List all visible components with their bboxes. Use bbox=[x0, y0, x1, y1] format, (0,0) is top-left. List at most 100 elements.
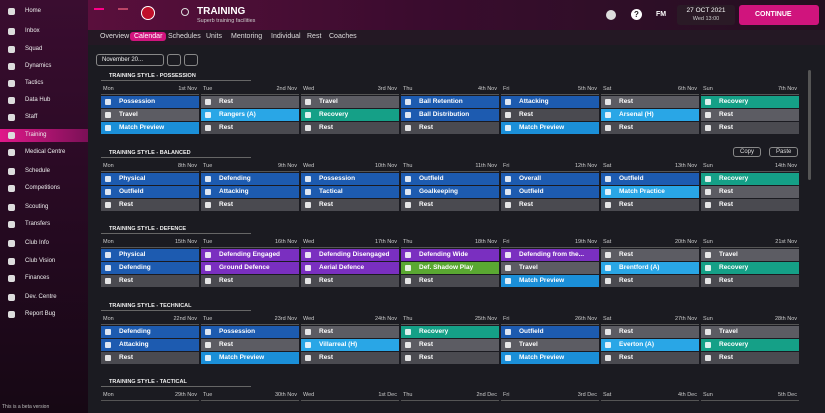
session[interactable]: Rest bbox=[601, 351, 699, 364]
session[interactable]: Recovery bbox=[701, 172, 799, 185]
scrollbar[interactable] bbox=[808, 70, 811, 180]
session[interactable]: Rest bbox=[701, 109, 799, 121]
training-style[interactable]: TRAINING STYLE - TECHNICAL bbox=[101, 301, 251, 311]
session[interactable]: Ground Defence bbox=[201, 262, 299, 274]
menu-item[interactable]: Club Vision bbox=[25, 258, 56, 264]
menu-item[interactable]: Scouting bbox=[25, 204, 49, 210]
copy-button[interactable]: Copy bbox=[733, 146, 762, 157]
session[interactable]: Rest bbox=[701, 185, 799, 198]
session[interactable]: Rest bbox=[201, 198, 299, 211]
tab[interactable]: Units bbox=[206, 33, 222, 40]
session[interactable]: Goalkeeping bbox=[401, 185, 499, 198]
prev-month[interactable] bbox=[167, 54, 181, 66]
session[interactable]: Arsenal (H) bbox=[601, 109, 699, 121]
session[interactable]: Rest bbox=[101, 198, 199, 211]
help-icon[interactable]: ? bbox=[631, 9, 642, 20]
session[interactable]: Recovery bbox=[701, 96, 799, 108]
session[interactable]: Rest bbox=[501, 109, 599, 121]
session[interactable]: Ball Retention bbox=[401, 96, 499, 108]
session[interactable]: Brentford (A) bbox=[601, 262, 699, 274]
session[interactable]: Rest bbox=[201, 96, 299, 108]
session[interactable]: Rest bbox=[301, 275, 399, 287]
session[interactable]: Everton (A) bbox=[601, 338, 699, 351]
session[interactable]: Rest bbox=[501, 198, 599, 211]
session[interactable]: Rest bbox=[101, 351, 199, 364]
session[interactable]: Rest bbox=[201, 275, 299, 287]
session[interactable]: Match Preview bbox=[501, 122, 599, 134]
session[interactable]: Ball Distribution bbox=[401, 109, 499, 121]
session[interactable]: Defending bbox=[101, 262, 199, 274]
session[interactable]: Rest bbox=[401, 122, 499, 134]
session[interactable]: Physical bbox=[101, 249, 199, 261]
session[interactable]: Attacking bbox=[201, 185, 299, 198]
session[interactable]: Recovery bbox=[701, 338, 799, 351]
session[interactable]: Travel bbox=[701, 249, 799, 261]
session[interactable]: Recovery bbox=[301, 109, 399, 121]
session[interactable]: Defending bbox=[101, 325, 199, 338]
session[interactable]: Rest bbox=[301, 325, 399, 338]
training-style[interactable]: TRAINING STYLE - DEFENCE bbox=[101, 224, 251, 234]
session[interactable]: Match Preview bbox=[201, 351, 299, 364]
session[interactable]: Rest bbox=[401, 198, 499, 211]
training-style[interactable]: TRAINING STYLE - BALANCED bbox=[101, 148, 251, 158]
session[interactable]: Outfield bbox=[401, 172, 499, 185]
forward-arrow[interactable] bbox=[118, 8, 128, 10]
session[interactable]: Defending Wide bbox=[401, 249, 499, 261]
menu-item[interactable]: Data Hub bbox=[25, 97, 51, 103]
tab[interactable]: Overview bbox=[100, 33, 130, 40]
tab[interactable]: Rest bbox=[307, 33, 322, 40]
menu-item[interactable]: Tactics bbox=[25, 80, 44, 86]
session[interactable]: Travel bbox=[501, 262, 599, 274]
menu-item[interactable]: Inbox bbox=[25, 28, 40, 34]
session[interactable]: Travel bbox=[501, 338, 599, 351]
session[interactable]: Match Preview bbox=[101, 122, 199, 134]
tab[interactable]: Coaches bbox=[329, 33, 357, 40]
menu-item[interactable]: Report Bug bbox=[25, 311, 56, 317]
menu-item[interactable]: Training bbox=[25, 132, 47, 138]
session[interactable]: Rest bbox=[401, 351, 499, 364]
session[interactable]: Match Preview bbox=[501, 351, 599, 364]
session[interactable]: Rest bbox=[601, 249, 699, 261]
session[interactable]: Attacking bbox=[501, 96, 599, 108]
session[interactable]: Rest bbox=[701, 275, 799, 287]
session[interactable]: Possession bbox=[301, 172, 399, 185]
fm-logo[interactable]: FM bbox=[656, 11, 667, 18]
session[interactable]: Outfield bbox=[601, 172, 699, 185]
session[interactable]: Travel bbox=[101, 109, 199, 121]
training-style[interactable]: TRAINING STYLE - POSSESSION bbox=[101, 71, 251, 81]
tab[interactable]: Mentoring bbox=[231, 33, 263, 40]
menu-item[interactable]: Medical Centre bbox=[25, 149, 66, 155]
session[interactable]: Rest bbox=[601, 325, 699, 338]
club-badge[interactable] bbox=[141, 6, 155, 20]
session[interactable]: Rest bbox=[701, 198, 799, 211]
menu-item[interactable]: Staff bbox=[25, 114, 38, 120]
paste-button[interactable]: Paste bbox=[769, 146, 799, 157]
session[interactable]: Defending Engaged bbox=[201, 249, 299, 261]
continue-button[interactable]: CONTINUE bbox=[739, 5, 819, 25]
session[interactable]: Recovery bbox=[401, 325, 499, 338]
tab[interactable]: Schedules bbox=[168, 33, 201, 40]
session[interactable]: Travel bbox=[701, 325, 799, 338]
session[interactable]: Rest bbox=[601, 122, 699, 134]
session[interactable]: Match Practice bbox=[601, 185, 699, 198]
session[interactable]: Recovery bbox=[701, 262, 799, 274]
menu-item[interactable]: Home bbox=[25, 8, 42, 14]
session[interactable]: Travel bbox=[301, 96, 399, 108]
session[interactable]: Rest bbox=[401, 338, 499, 351]
session[interactable]: Possession bbox=[101, 96, 199, 108]
training-style[interactable]: TRAINING STYLE - TACTICAL bbox=[101, 377, 251, 387]
month-dropdown[interactable]: November 20... bbox=[96, 54, 164, 66]
session[interactable]: Outfield bbox=[501, 185, 599, 198]
session[interactable]: Match Preview bbox=[501, 275, 599, 287]
menu-item[interactable]: Competitions bbox=[25, 185, 61, 191]
menu-item[interactable]: Schedule bbox=[25, 168, 51, 174]
session[interactable]: Tactical bbox=[301, 185, 399, 198]
date-box[interactable] bbox=[677, 5, 735, 25]
session[interactable]: Rest bbox=[201, 122, 299, 134]
session[interactable]: Rest bbox=[601, 96, 699, 108]
session[interactable]: Rest bbox=[601, 275, 699, 287]
session[interactable]: Defending from the... bbox=[501, 249, 599, 261]
session[interactable]: Rest bbox=[401, 275, 499, 287]
menu-item[interactable]: Dev. Centre bbox=[25, 294, 57, 300]
session[interactable]: Physical bbox=[101, 172, 199, 185]
